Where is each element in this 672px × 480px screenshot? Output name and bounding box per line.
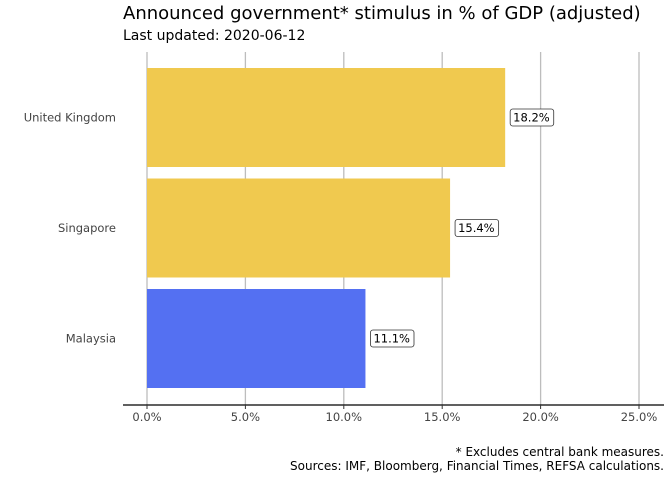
value-label: 18.2% [513, 111, 550, 125]
value-label-box [370, 329, 415, 348]
value-label-box [454, 219, 500, 237]
value-label: 11.1% [373, 332, 410, 346]
bar-chart: United Kingdom 18.2% Singapore 15.4% Malaysi… [24, 52, 664, 424]
x-tick-label: 25.0% [621, 410, 658, 424]
bar [147, 289, 366, 388]
category-label: Singapore [58, 221, 116, 235]
caption-note: * Excludes central bank measures. [455, 445, 664, 459]
x-tick-label: 5.0% [231, 410, 260, 424]
value-label-box [509, 108, 555, 127]
x-tick-label: 20.0% [522, 410, 559, 424]
chart-title: Announced government* stimulus in % of G… [123, 3, 641, 24]
value-label: 15.4% [458, 221, 495, 235]
category-label: United Kingdom [24, 111, 116, 125]
x-tick-label: 0.0% [132, 410, 161, 424]
bar [147, 178, 451, 278]
chart-subtitle: Last updated: 2020-06-12 [123, 28, 306, 44]
category-label: Malaysia [66, 332, 116, 346]
caption-sources: Sources: IMF, Bloomberg, Financial Times… [290, 459, 664, 473]
bar [147, 68, 506, 167]
x-tick-label: 10.0% [326, 410, 363, 424]
x-tick-label: 15.0% [424, 410, 461, 424]
